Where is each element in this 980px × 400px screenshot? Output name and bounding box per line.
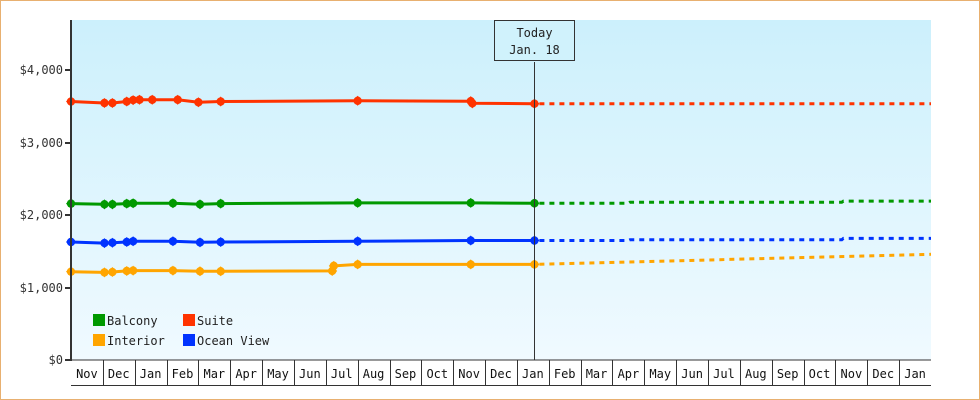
axes: $0 $1,000 $2,000 $3,000 $4,000 [20,20,931,367]
month-label: May [649,367,671,381]
legend-swatch [183,314,195,326]
month-label: Nov [841,367,863,381]
data-point-dot [195,200,205,209]
historical-line [70,201,535,206]
legend-swatch [93,334,105,346]
month-label: Jan [904,367,926,381]
month-label: Aug [363,367,385,381]
month-label: Mar [586,367,608,381]
legend-item-interior: Interior [93,334,165,348]
legend: Balcony Suite Interior Ocean View [93,314,270,348]
month-label: Nov [76,367,98,381]
today-label: Today [516,26,552,40]
data-point-dot [353,96,362,106]
data-point-dot [100,238,109,248]
data-point-dot [168,266,178,275]
month-label: Apr [618,367,640,381]
data-point-dot [353,198,362,208]
legend-label: Suite [197,314,233,328]
data-point-dot [128,266,138,275]
data-point-dot [466,198,475,208]
y-tick-label: $3,000 [20,136,63,150]
month-label: Jun [299,367,321,381]
data-point-dot [216,199,225,208]
month-label: Apr [235,367,257,381]
month-label: Dec [872,367,894,381]
month-label: Jul [713,367,735,381]
y-tick-label: $2,000 [20,208,63,222]
y-tick-label: $1,000 [20,281,63,295]
legend-item-suite: Suite [183,314,233,328]
series-layer [66,94,932,278]
data-point-dot [466,260,475,269]
data-point-dot [468,99,477,108]
data-point-dot [108,98,117,108]
series-interior [66,252,932,278]
data-point-dot [148,95,157,104]
legend-label: Ocean View [197,334,270,348]
data-point-dot [329,261,338,271]
data-point-dot [173,95,182,104]
legend-label: Interior [107,334,165,348]
month-label: Dec [490,367,512,381]
series-ocean-view [66,235,931,249]
today-marker: Today Jan. 18 [494,20,575,360]
data-point-dot [100,268,109,277]
legend-swatch [93,314,105,326]
series-suite [66,94,931,109]
legend-label: Balcony [107,314,158,328]
legend-item-ocean-view: Ocean View [183,334,270,348]
data-point-dot [122,266,131,276]
data-point-dot [216,267,225,276]
month-label: Feb [554,367,576,381]
forecast-line [534,199,931,205]
data-point-dot [108,200,117,209]
data-point-dot [168,199,178,208]
y-tick-label: $0 [49,353,63,367]
data-point-dot [194,98,203,107]
month-label: Sep [395,367,417,381]
forecast-line [534,236,931,242]
month-label: Jan [140,367,162,381]
data-point-dot [135,95,144,104]
data-point-dot [122,199,131,208]
today-date: Jan. 18 [509,43,560,57]
month-label: Jan [522,367,544,381]
data-point-dot [168,237,178,246]
data-point-dot [216,97,225,106]
legend-item-balcony: Balcony [93,314,158,328]
data-point-dot [108,238,117,247]
data-point-dot [195,238,205,247]
data-point-dot [466,236,475,245]
month-label: Sep [777,367,799,381]
data-point-dot [195,267,205,276]
month-label: Oct [809,367,831,381]
data-point-dot [353,260,362,269]
month-label: Feb [172,367,194,381]
month-label: Aug [745,367,767,381]
data-point-dot [128,95,138,105]
data-point-dot [216,237,225,247]
data-point-dot [128,237,138,246]
x-axis-months: Nov Dec Jan Feb Mar Apr May Jun Jul Aug Sep Oct Nov D… [71,360,931,386]
month-label: Dec [108,367,130,381]
data-point-dot [122,237,131,247]
data-point-dot [128,199,138,208]
month-label: Jul [331,367,353,381]
month-label: Nov [458,367,480,381]
forecast-line [534,252,932,266]
month-label: May [267,367,289,381]
y-tick-label: $4,000 [20,63,63,77]
data-point-dot [108,267,117,277]
plot-area [71,20,931,360]
month-label: Mar [203,367,225,381]
month-label: Jun [681,367,703,381]
today-box [494,20,575,61]
month-label: Oct [426,367,448,381]
data-point-dot [100,200,109,209]
legend-swatch [183,334,195,346]
data-point-dot [353,237,362,246]
data-point-dot [100,98,109,108]
